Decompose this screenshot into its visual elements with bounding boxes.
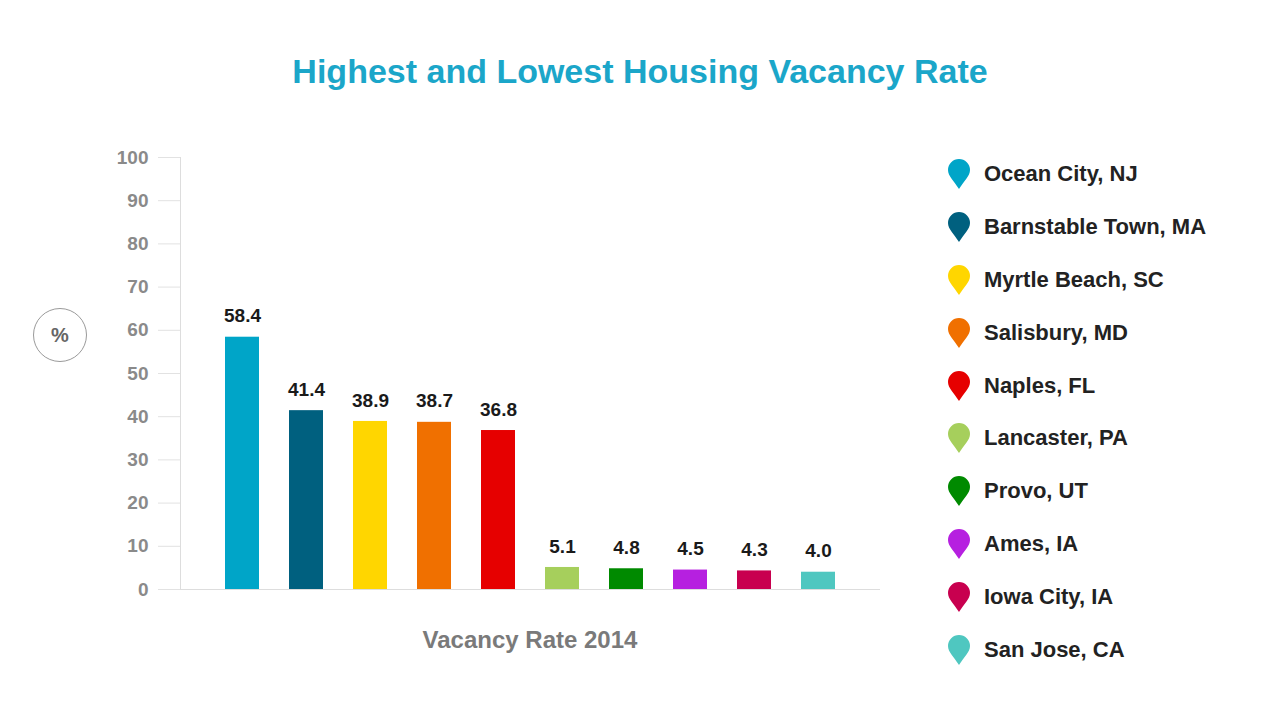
svg-text:4.8: 4.8 [613,537,639,558]
svg-text:30: 30 [127,449,148,470]
html-text:Ocean City, NJ: Ocean City, NJ [984,161,1138,187]
svg-text:50: 50 [127,363,148,384]
svg-text:100: 100 [117,147,149,168]
html-text:Lancaster, PA: Lancaster, PA [984,425,1128,451]
svg-text:10: 10 [127,535,148,556]
svg-text:80: 80 [127,233,148,254]
html-text:Provo, UT: Provo, UT [984,478,1088,504]
svg-text:0: 0 [138,579,149,600]
svg-text:20: 20 [127,492,148,513]
html-text:Vacancy Rate 2014: Vacancy Rate 2014 [422,626,638,653]
svg-text:90: 90 [127,190,148,211]
svg-text:60: 60 [127,319,148,340]
svg-text:4.3: 4.3 [741,539,767,560]
svg-text:36.8: 36.8 [480,399,517,420]
svg-text:38.7: 38.7 [416,390,453,411]
html-text:Highest and Lowest Housing Vac: Highest and Lowest Housing Vacancy Rate [292,52,988,90]
svg-text:5.1: 5.1 [549,536,576,557]
html-text:Ames, IA: Ames, IA [984,531,1079,556]
svg-text:4.0: 4.0 [805,540,831,561]
svg-text:4.5: 4.5 [677,538,704,559]
html-text:San Jose, CA: San Jose, CA [984,636,1125,662]
svg-text:70: 70 [127,276,148,297]
html-text:Myrtle Beach, SC: Myrtle Beach, SC [984,267,1164,292]
svg-text:41.4: 41.4 [288,379,325,400]
html-text:Salisbury, MD: Salisbury, MD [984,319,1128,345]
html-text:Naples, FL: Naples, FL [984,372,1096,398]
svg-text:40: 40 [127,406,148,427]
html-text:Iowa City, IA: Iowa City, IA [984,583,1114,609]
html-text:Barnstable Town, MA: Barnstable Town, MA [984,214,1207,240]
svg-text:58.4: 58.4 [224,305,261,326]
svg-text:38.9: 38.9 [352,390,389,411]
